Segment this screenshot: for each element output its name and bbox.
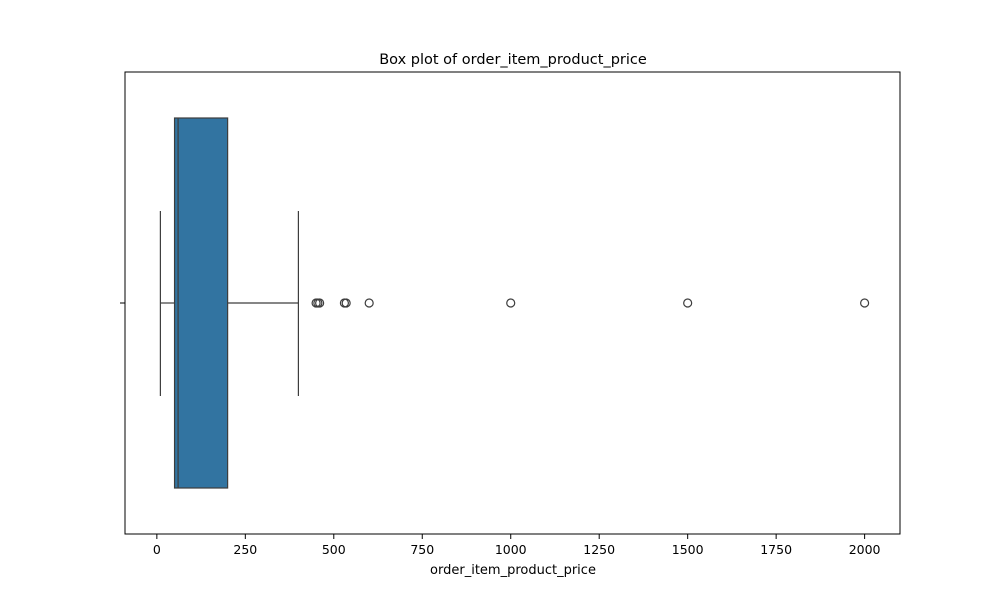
outlier-point [506, 298, 516, 308]
x-tick-label: 1750 [760, 542, 792, 557]
x-tick-label: 0 [153, 542, 161, 557]
x-tick-label: 2000 [849, 542, 881, 557]
outlier-point [860, 298, 870, 308]
x-axis-label: order_item_product_price [430, 563, 596, 578]
x-tick-label: 1000 [495, 542, 527, 557]
chart-title: Box plot of order_item_product_price [379, 52, 647, 68]
outlier-point [364, 298, 374, 308]
x-tick-label: 1500 [672, 542, 704, 557]
x-tick-label: 500 [322, 542, 346, 557]
outlier-point [315, 298, 325, 308]
x-tick-label: 750 [410, 542, 434, 557]
x-tick-label: 1250 [583, 542, 615, 557]
iqr-box [173, 117, 229, 489]
outlier-point [683, 298, 693, 308]
x-tick-label: 250 [233, 542, 257, 557]
outlier-point [341, 298, 351, 308]
